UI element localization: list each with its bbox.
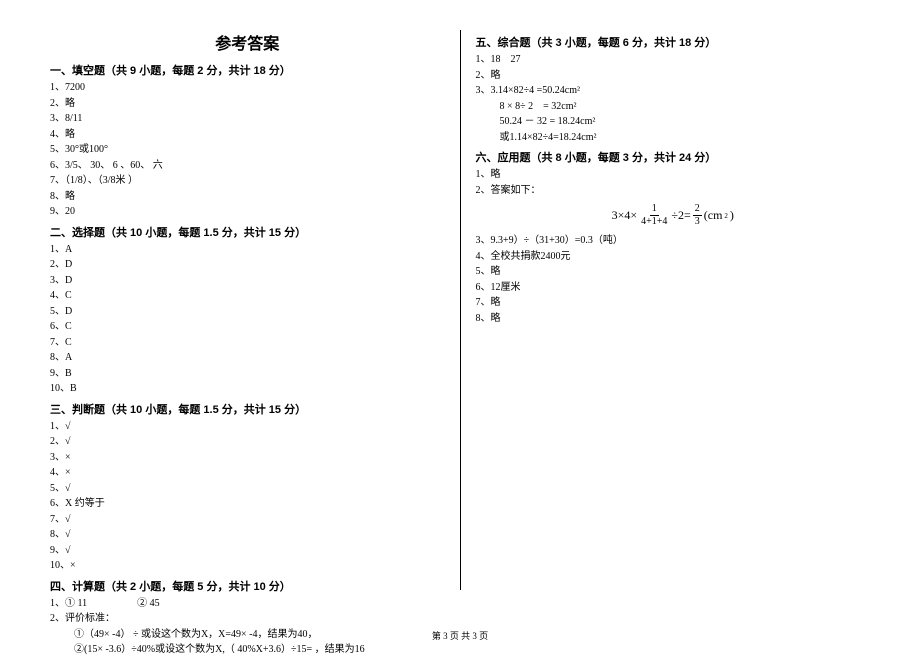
- answer-line: 2、评价标准：: [50, 611, 445, 627]
- formula-block: 3×4× 1 4+1+4 ÷2= 2 3 (cm2): [476, 204, 871, 227]
- answer-line: 2、√: [50, 434, 445, 450]
- fraction-numerator: 1: [650, 204, 659, 216]
- answer-line: 4、C: [50, 288, 445, 304]
- answer-line: 4、全校共捐款2400元: [476, 249, 871, 265]
- formula-mid: ÷2=: [671, 208, 690, 223]
- answer-line: 5、√: [50, 481, 445, 497]
- page-container: 参考答案 一、填空题（共 9 小题，每题 2 分，共计 18 分） 1、7200…: [0, 0, 920, 610]
- answer-line: 1、18 27: [476, 52, 871, 68]
- answer-line: 1、7200: [50, 80, 445, 96]
- section-2-header: 二、选择题（共 10 小题，每题 1.5 分，共计 15 分）: [50, 224, 445, 240]
- answer-line: 6、3/5、 30、 6 、60、 六: [50, 158, 445, 174]
- answer-line: 2、答案如下：: [476, 183, 871, 199]
- answer-line: 7、√: [50, 512, 445, 528]
- answer-line: 5、30°或100°: [50, 142, 445, 158]
- answer-line: 6、12厘米: [476, 280, 871, 296]
- fraction-numerator: 2: [693, 204, 702, 216]
- answer-line: 10、B: [50, 381, 445, 397]
- answer-line: 7、（1/8）、（3/8米 ）: [50, 173, 445, 189]
- answer-line: 9、B: [50, 366, 445, 382]
- formula-superscript: 2: [724, 212, 728, 220]
- right-column: 五、综合题（共 3 小题，每题 6 分，共计 18 分） 1、18 27 2、略…: [460, 30, 871, 590]
- fraction-denominator: 4+1+4: [639, 216, 669, 227]
- answer-line: 6、X 约等于: [50, 496, 445, 512]
- answer-line: 8、√: [50, 527, 445, 543]
- formula: 3×4× 1 4+1+4 ÷2= 2 3 (cm2): [612, 204, 734, 227]
- answer-line: 7、C: [50, 335, 445, 351]
- answer-line: 1、略: [476, 167, 871, 183]
- fraction-1: 1 4+1+4: [639, 204, 669, 227]
- formula-suffix: (cm: [704, 208, 723, 223]
- answer-line: 8、略: [50, 189, 445, 205]
- answer-line: 3、3.14×82÷4 =50.24cm²: [476, 83, 871, 99]
- answer-line: 9、√: [50, 543, 445, 559]
- answer-line: 50.24 － 32 = 18.24cm²: [476, 114, 871, 130]
- section-4-header: 四、计算题（共 2 小题，每题 5 分，共计 10 分）: [50, 578, 445, 594]
- answer-line: 4、略: [50, 127, 445, 143]
- answer-line: 1、√: [50, 419, 445, 435]
- answer-line: 或1.14×82÷4=18.24cm²: [476, 130, 871, 146]
- answer-line: 3、D: [50, 273, 445, 289]
- answer-line: 8、略: [476, 311, 871, 327]
- answer-line: 5、D: [50, 304, 445, 320]
- formula-prefix: 3×4×: [612, 208, 638, 223]
- answer-line: 2、D: [50, 257, 445, 273]
- section-3-header: 三、判断题（共 10 小题，每题 1.5 分，共计 15 分）: [50, 401, 445, 417]
- answer-line: 4、×: [50, 465, 445, 481]
- answer-line: 6、C: [50, 319, 445, 335]
- section-5-header: 五、综合题（共 3 小题，每题 6 分，共计 18 分）: [476, 34, 871, 50]
- fraction-denominator: 3: [693, 216, 702, 227]
- answer-line: 8 × 8÷ 2 = 32cm²: [476, 99, 871, 115]
- answer-line: 5、略: [476, 264, 871, 280]
- section-1-header: 一、填空题（共 9 小题，每题 2 分，共计 18 分）: [50, 62, 445, 78]
- answer-line: 2、略: [50, 96, 445, 112]
- document-title: 参考答案: [50, 30, 445, 54]
- answer-line: 1、① 11 ② 45: [50, 596, 445, 612]
- answer-line: 7、略: [476, 295, 871, 311]
- page-footer: 第 3 页 共 3 页: [0, 629, 920, 642]
- formula-close: ): [730, 208, 734, 223]
- answer-line: 1、A: [50, 242, 445, 258]
- answer-line: 2、略: [476, 68, 871, 84]
- answer-line: 3、8/11: [50, 111, 445, 127]
- answer-line: 3、9.3+9）÷（31+30）=0.3（吨）: [476, 233, 871, 249]
- answer-line: 3、×: [50, 450, 445, 466]
- fraction-2: 2 3: [693, 204, 702, 227]
- answer-line: 8、A: [50, 350, 445, 366]
- left-column: 参考答案 一、填空题（共 9 小题，每题 2 分，共计 18 分） 1、7200…: [50, 30, 460, 590]
- answer-line: 9、20: [50, 204, 445, 220]
- section-6-header: 六、应用题（共 8 小题，每题 3 分，共计 24 分）: [476, 149, 871, 165]
- answer-line: 10、×: [50, 558, 445, 574]
